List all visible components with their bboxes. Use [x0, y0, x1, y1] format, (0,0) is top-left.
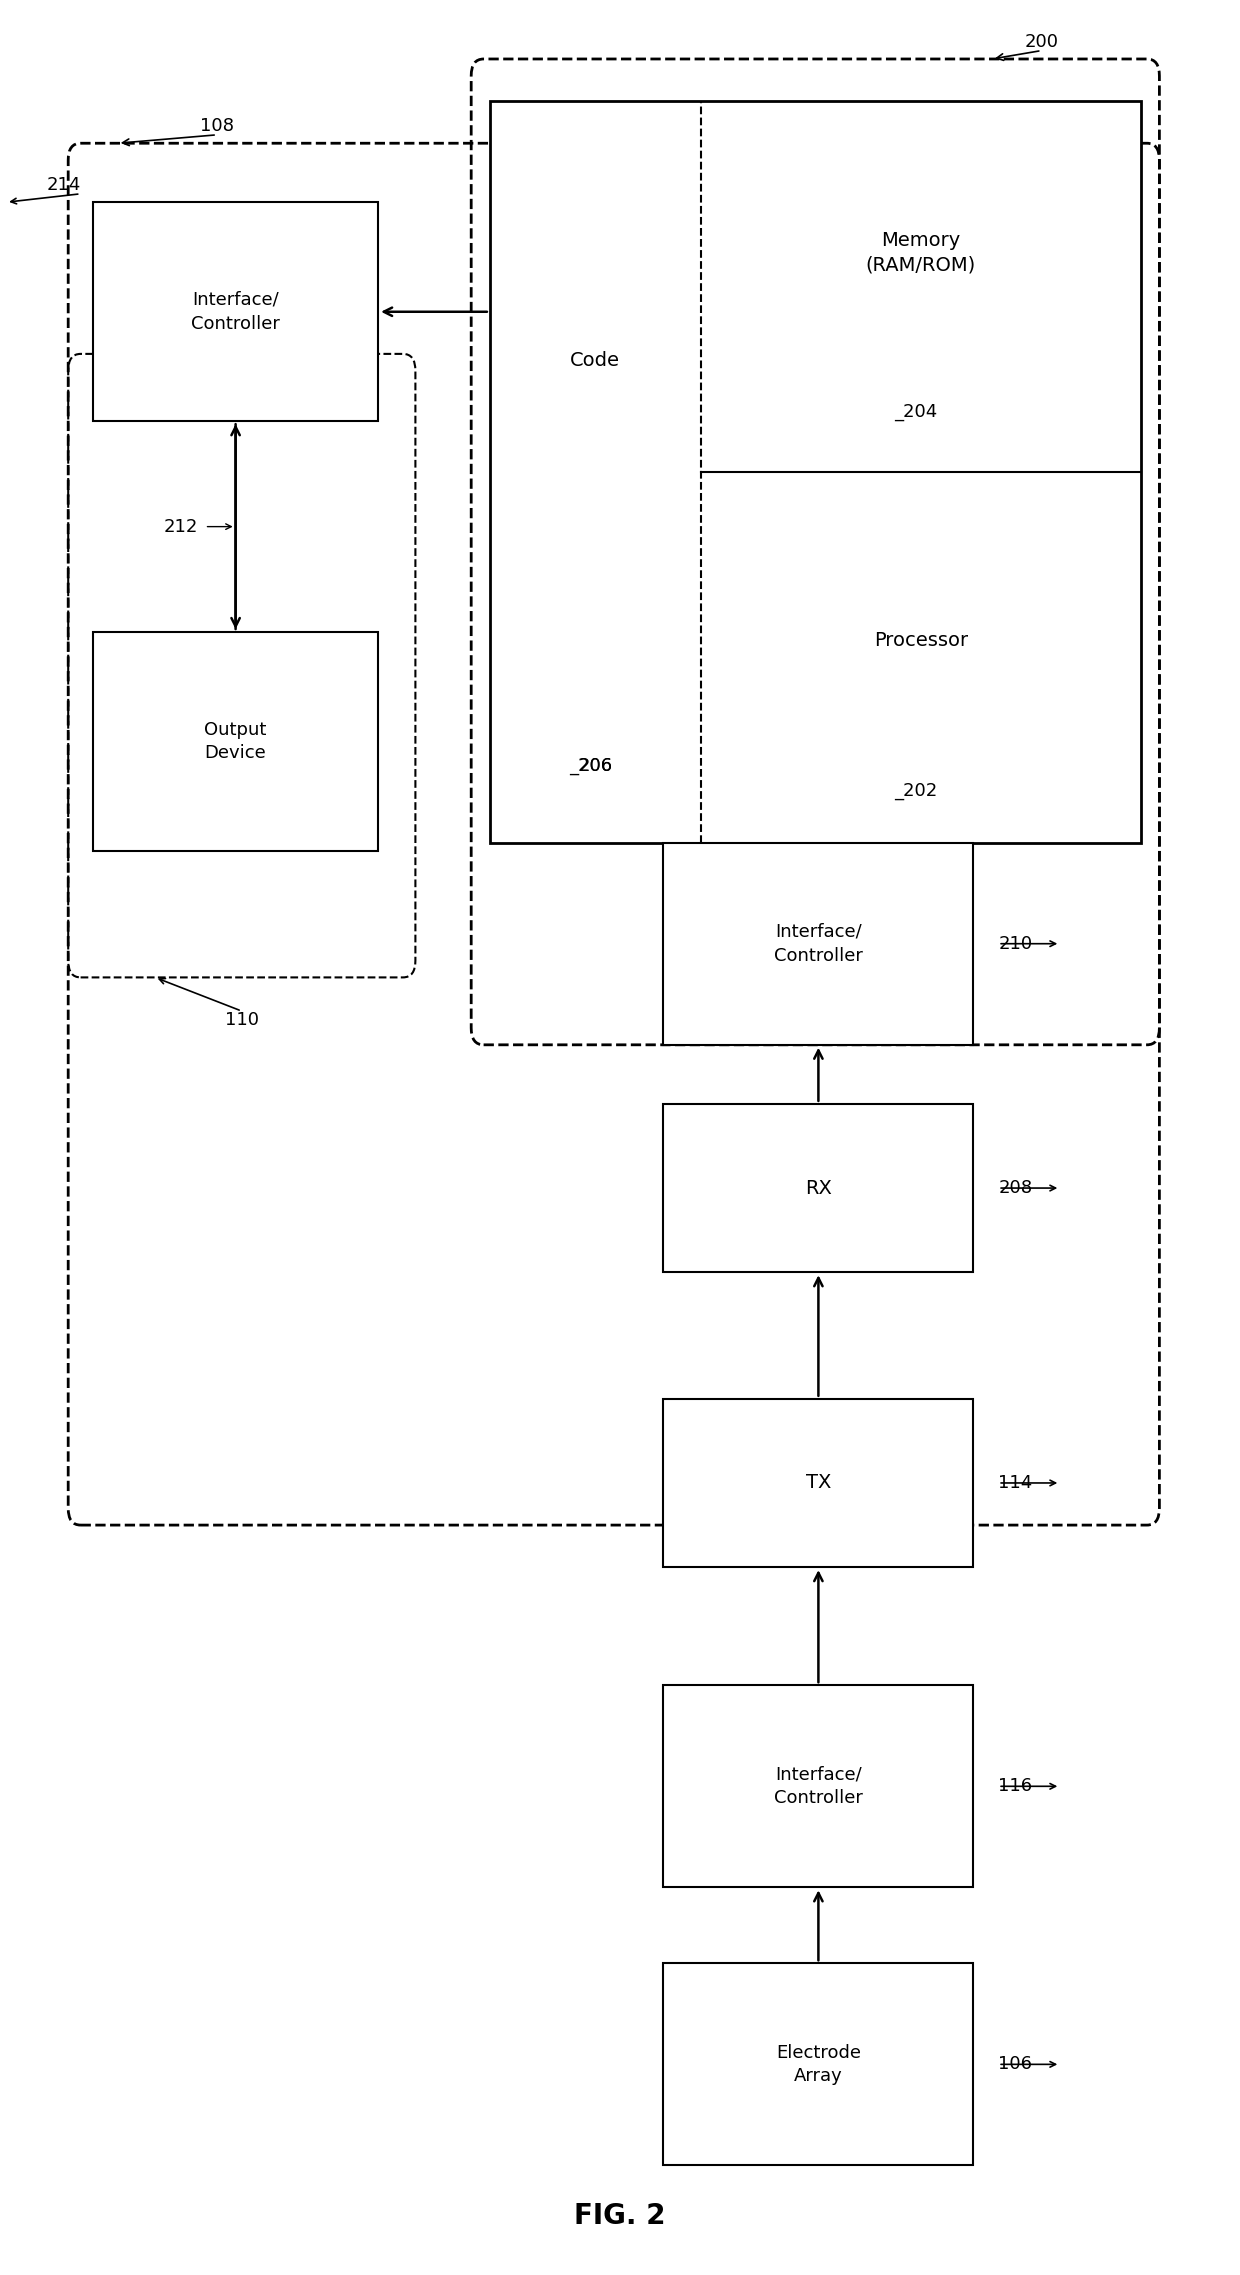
Text: 114: 114 — [998, 1474, 1033, 1492]
Text: 106: 106 — [998, 2054, 1032, 2073]
Text: Electrode
Array: Electrode Array — [776, 2043, 861, 2086]
Text: 214: 214 — [46, 175, 81, 193]
FancyBboxPatch shape — [663, 1399, 973, 1567]
Text: 200: 200 — [1024, 32, 1059, 50]
Text: ̲̲̲̲204: ̲̲̲̲204 — [904, 403, 937, 421]
FancyBboxPatch shape — [93, 632, 378, 851]
Text: 208: 208 — [998, 1178, 1033, 1197]
Text: Processor: Processor — [874, 630, 967, 651]
Text: ̲̲̲206: ̲̲̲206 — [578, 758, 613, 776]
Text: 110: 110 — [224, 1010, 259, 1028]
Text: Interface/
Controller: Interface/ Controller — [774, 924, 863, 965]
FancyBboxPatch shape — [663, 1103, 973, 1272]
Text: Output
Device: Output Device — [205, 721, 267, 762]
Text: 116: 116 — [998, 1777, 1033, 1795]
Text: TX: TX — [806, 1474, 831, 1492]
FancyBboxPatch shape — [663, 1963, 973, 2166]
Text: ̲̲̲̲202: ̲̲̲̲202 — [904, 783, 937, 801]
FancyBboxPatch shape — [663, 1686, 973, 1888]
Text: RX: RX — [805, 1178, 832, 1197]
Text: 212: 212 — [164, 519, 198, 535]
FancyBboxPatch shape — [663, 842, 973, 1044]
Text: FIG. 2: FIG. 2 — [574, 2202, 666, 2230]
Text: Code: Code — [570, 350, 620, 371]
Text: Interface/
Controller: Interface/ Controller — [191, 291, 280, 332]
Text: Interface/
Controller: Interface/ Controller — [774, 1765, 863, 1806]
Text: Memory
(RAM/ROM): Memory (RAM/ROM) — [866, 230, 976, 275]
Text: 206: 206 — [578, 758, 613, 776]
FancyBboxPatch shape — [490, 100, 1141, 842]
FancyBboxPatch shape — [93, 202, 378, 421]
Text: 108: 108 — [200, 116, 234, 134]
Text: 210: 210 — [998, 935, 1033, 953]
